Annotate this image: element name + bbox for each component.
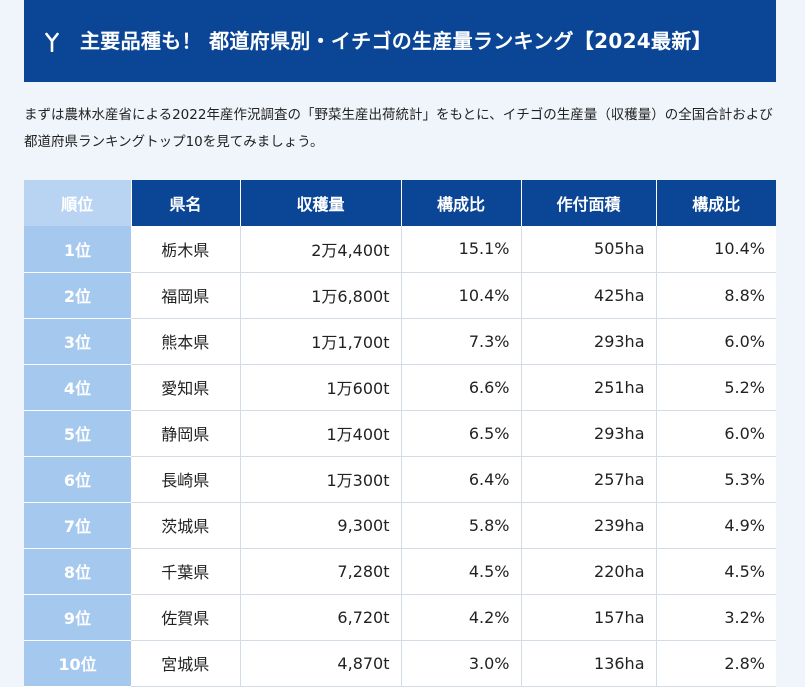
prefecture-cell: 佐賀県 [131,594,241,641]
harvest-share-cell: 4.5% [401,548,522,595]
header-prefecture: 県名 [131,180,241,226]
area-cell: 505ha [521,226,657,273]
prefecture-cell: 福岡県 [131,272,241,319]
table-row: 8位 千葉県 7,280t 4.5% 220ha 4.5% [24,548,776,595]
harvest-share-cell: 4.2% [401,594,522,641]
area-share-cell: 6.0% [656,410,776,457]
rank-cell: 7位 [24,502,131,549]
prefecture-cell: 千葉県 [131,548,241,595]
harvest-share-cell: 6.6% [401,364,522,411]
rank-cell: 2位 [24,272,131,319]
harvest-cell: 9,300t [240,502,402,549]
table-row: 10位 宮城県 4,870t 3.0% 136ha 2.8% [24,640,776,687]
area-cell: 220ha [521,548,657,595]
area-share-cell: 8.8% [656,272,776,319]
harvest-cell: 6,720t [240,594,402,641]
harvest-cell: 1万1,700t [240,318,402,365]
table-row: 1位 栃木県 2万4,400t 15.1% 505ha 10.4% [24,226,776,273]
rank-cell: 3位 [24,318,131,365]
area-cell: 425ha [521,272,657,319]
area-share-cell: 6.0% [656,318,776,365]
table-row: 3位 熊本県 1万1,700t 7.3% 293ha 6.0% [24,318,776,365]
table-row: 2位 福岡県 1万6,800t 10.4% 425ha 8.8% [24,272,776,319]
harvest-share-cell: 10.4% [401,272,522,319]
area-cell: 157ha [521,594,657,641]
area-cell: 293ha [521,410,657,457]
rank-cell: 8位 [24,548,131,595]
harvest-cell: 1万6,800t [240,272,402,319]
area-share-cell: 4.5% [656,548,776,595]
table-row: 7位 茨城県 9,300t 5.8% 239ha 4.9% [24,502,776,549]
table-row: 4位 愛知県 1万600t 6.6% 251ha 5.2% [24,364,776,411]
harvest-cell: 4,870t [240,640,402,687]
table-header-row: 順位 県名 収穫量 構成比 作付面積 構成比 [24,180,776,226]
strawberry-sprout-icon [24,0,80,82]
area-share-cell: 3.2% [656,594,776,641]
harvest-share-cell: 6.4% [401,456,522,503]
prefecture-cell: 愛知県 [131,364,241,411]
header-harvest: 収穫量 [240,180,402,226]
ranking-table: 順位 県名 収穫量 構成比 作付面積 構成比 1位 栃木県 2万4,400t 1… [24,180,776,687]
prefecture-cell: 長崎県 [131,456,241,503]
harvest-cell: 1万400t [240,410,402,457]
harvest-share-cell: 5.8% [401,502,522,549]
area-cell: 239ha [521,502,657,549]
harvest-cell: 7,280t [240,548,402,595]
harvest-share-cell: 3.0% [401,640,522,687]
header-harvest-share: 構成比 [401,180,522,226]
area-cell: 257ha [521,456,657,503]
prefecture-cell: 茨城県 [131,502,241,549]
prefecture-cell: 熊本県 [131,318,241,365]
harvest-cell: 2万4,400t [240,226,402,273]
table-row: 6位 長崎県 1万300t 6.4% 257ha 5.3% [24,456,776,503]
rank-cell: 10位 [24,640,131,687]
rank-cell: 9位 [24,594,131,641]
rank-cell: 6位 [24,456,131,503]
harvest-cell: 1万600t [240,364,402,411]
harvest-share-cell: 15.1% [401,226,522,273]
area-share-cell: 10.4% [656,226,776,273]
area-share-cell: 4.9% [656,502,776,549]
prefecture-cell: 静岡県 [131,410,241,457]
table-row: 9位 佐賀県 6,720t 4.2% 157ha 3.2% [24,594,776,641]
harvest-share-cell: 6.5% [401,410,522,457]
prefecture-cell: 栃木県 [131,226,241,273]
heading-title: 主要品種も！ 都道府県別・イチゴの生産量ランキング【2024最新】 [80,29,712,53]
harvest-share-cell: 7.3% [401,318,522,365]
header-rank: 順位 [24,180,132,226]
area-share-cell: 5.2% [656,364,776,411]
header-planted-area: 作付面積 [521,180,657,226]
area-cell: 251ha [521,364,657,411]
harvest-cell: 1万300t [240,456,402,503]
rank-cell: 5位 [24,410,131,457]
rank-cell: 4位 [24,364,131,411]
header-area-share: 構成比 [656,180,776,226]
table-row: 5位 静岡県 1万400t 6.5% 293ha 6.0% [24,410,776,457]
intro-paragraph: まずは農林水産省による2022年産作況調査の「野菜生産出荷統計」をもとに、イチゴ… [24,107,773,150]
area-cell: 293ha [521,318,657,365]
area-share-cell: 5.3% [656,456,776,503]
area-cell: 136ha [521,640,657,687]
prefecture-cell: 宮城県 [131,640,241,687]
rank-cell: 1位 [24,226,131,273]
section-heading: 主要品種も！ 都道府県別・イチゴの生産量ランキング【2024最新】 [24,0,776,82]
area-share-cell: 2.8% [656,640,776,687]
